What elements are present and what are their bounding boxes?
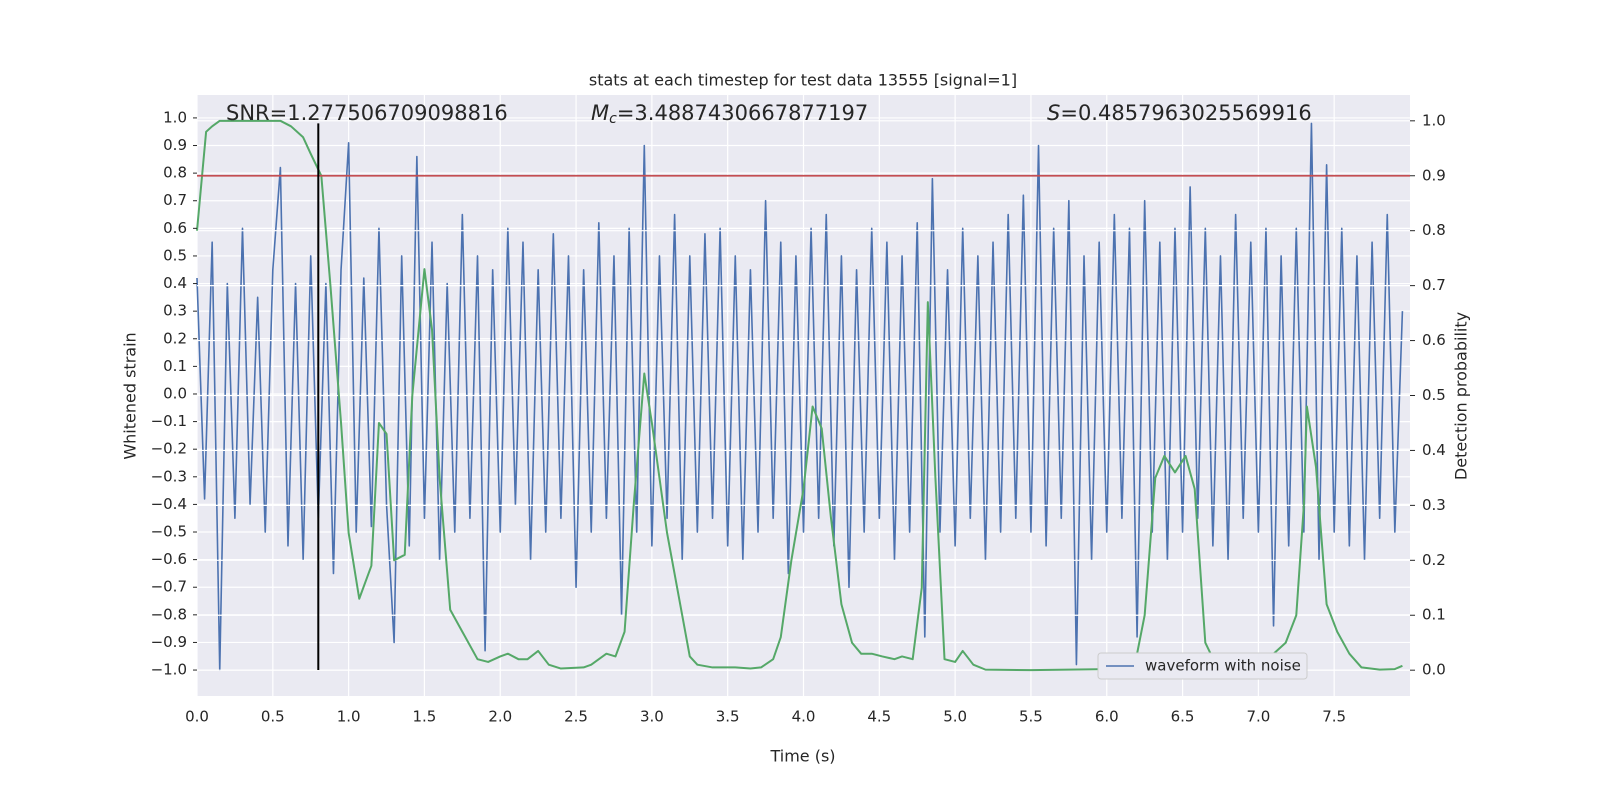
y2-tick-label: 0.6 <box>1422 331 1446 349</box>
y2-axis-label: Detection probability <box>1452 312 1471 480</box>
y-tick-label: 0.8 <box>163 164 187 182</box>
x-tick-label: 4.0 <box>792 708 816 726</box>
x-tick-label: 5.5 <box>1019 708 1043 726</box>
y-tick-label: −0.3 <box>151 467 187 485</box>
x-axis-label: Time (s) <box>769 747 835 766</box>
y-tick-label: −0.7 <box>151 578 187 596</box>
y-tick-label: −0.4 <box>151 495 187 513</box>
y2-tick-label: 0.5 <box>1422 386 1446 404</box>
x-tick-label: 0.0 <box>185 708 209 726</box>
y2-tick-label: 0.8 <box>1422 221 1446 239</box>
y-axis-label: Whitened strain <box>121 332 140 459</box>
y-tick-label: −0.6 <box>151 550 187 568</box>
y2-tick-label: 0.2 <box>1422 551 1446 569</box>
y2-tick-label: 0.1 <box>1422 606 1446 624</box>
annotation-symbol: M <box>591 101 609 125</box>
y2-tick-label: 0.0 <box>1422 661 1446 679</box>
x-tick-label: 3.5 <box>716 708 740 726</box>
waveform-layer <box>196 122 1404 671</box>
annotation-text: SNR=1.277506709098816 <box>226 101 508 125</box>
y2-tick-label: 1.0 <box>1422 111 1446 129</box>
y-tick-label: 0.3 <box>163 302 187 320</box>
series-line <box>196 122 1404 671</box>
y-tick-label: 0.1 <box>163 357 187 375</box>
y-tick-label: −0.9 <box>151 633 187 651</box>
y-tick-label: 1.0 <box>163 108 187 126</box>
x-tick-label: 7.5 <box>1322 708 1346 726</box>
y-tick-label: 0.4 <box>163 274 187 292</box>
annotation-symbol: S <box>1047 101 1060 125</box>
chart-title: stats at each timestep for test data 135… <box>589 71 1017 90</box>
legend-box <box>1097 652 1308 680</box>
over-layer <box>196 119 1410 672</box>
x-tick-label: 2.0 <box>488 708 512 726</box>
y-tick-label: −0.8 <box>151 605 187 623</box>
x-tick-label: 4.5 <box>867 708 891 726</box>
x-tick-label: 2.5 <box>564 708 588 726</box>
x-tick-label: 5.0 <box>943 708 967 726</box>
y-tick-label: 0.0 <box>163 384 187 402</box>
y2-tick-label: 0.3 <box>1422 496 1446 514</box>
annotation: SNR=1.277506709098816 <box>226 101 508 125</box>
x-tick-label: 1.5 <box>413 708 437 726</box>
x-tick-label: 7.0 <box>1246 708 1270 726</box>
y-tick-label: −0.5 <box>151 523 187 541</box>
annotation: Mc=3.4887430667877197 <box>591 101 868 127</box>
y-tick-label: −0.2 <box>151 440 187 458</box>
y-tick-label: 0.2 <box>163 329 187 347</box>
y-tick-label: 0.5 <box>163 246 187 264</box>
legend-label: waveform with noise <box>1145 657 1301 675</box>
y-tick-label: 0.9 <box>163 136 187 154</box>
y-tick-label: 0.7 <box>163 191 187 209</box>
x-tick-label: 1.0 <box>337 708 361 726</box>
y-tick-label: −1.0 <box>151 661 187 679</box>
annotation-subscript: c <box>609 111 617 127</box>
annotation-text: =0.4857963025569916 <box>1060 101 1311 125</box>
x-tick-label: 3.0 <box>640 708 664 726</box>
y2-tick-label: 0.7 <box>1422 276 1446 294</box>
y-tick-label: 0.6 <box>163 219 187 237</box>
y2-tick-label: 0.9 <box>1422 166 1446 184</box>
annotation: S=0.4857963025569916 <box>1047 101 1312 125</box>
x-tick-label: 6.5 <box>1171 708 1195 726</box>
series-line <box>196 119 1403 672</box>
y2-tick-label: 0.4 <box>1422 441 1446 459</box>
x-tick-label: 0.5 <box>261 708 285 726</box>
x-tick-label: 6.0 <box>1095 708 1119 726</box>
y-tick-label: −0.1 <box>151 412 187 430</box>
annotation-text: =3.4887430667877197 <box>617 101 868 125</box>
legend: waveform with noise <box>1097 652 1308 680</box>
